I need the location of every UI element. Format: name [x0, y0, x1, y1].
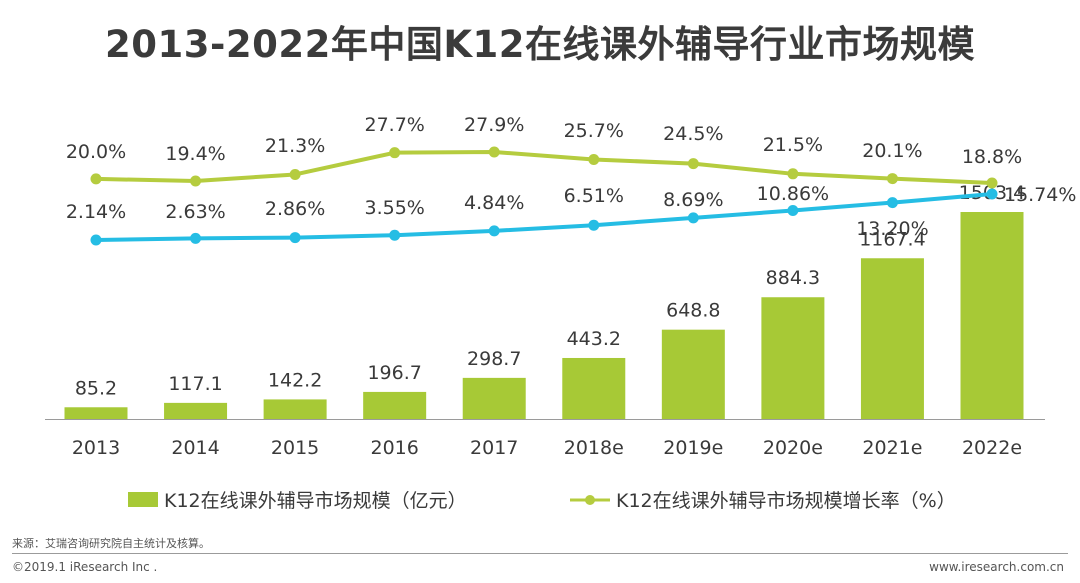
x-tick-2017: 2017	[470, 437, 518, 459]
penetration-rate-label-2019e: 8.69%	[663, 189, 723, 211]
bar-2013	[64, 407, 128, 419]
penetration-rate-point-2016	[389, 229, 401, 241]
penetration-rate-label-2013: 2.14%	[66, 201, 126, 223]
source-note: 来源：艾瑞咨询研究院自主统计及核算。	[12, 537, 210, 550]
growth-rate-point-2017	[488, 146, 500, 158]
chart-canvas: 85.2 117.1 142.2 196.7 298.7 443.2 648.8 884.3 1…	[45, 114, 1076, 512]
growth-rate-label-2021e: 20.1%	[862, 140, 922, 162]
penetration-rate-label-2014: 2.63%	[165, 201, 225, 223]
penetration-rate-label-2018e: 6.51%	[564, 185, 624, 207]
bar-label-2013: 85.2	[75, 377, 117, 399]
penetration-rate-label-2022e: 15.74%	[1004, 184, 1076, 206]
bar-series: 85.2 117.1 142.2 196.7 298.7 443.2 648.8 884.3 1…	[64, 182, 1025, 419]
x-tick-2015: 2015	[271, 437, 319, 459]
bar-label-2014: 117.1	[168, 373, 222, 395]
x-tick-2020e: 2020e	[763, 437, 823, 459]
line-series: 20.0% 19.4% 21.3% 27.7% 27.9% 25.7% 24.5% 21.5%…	[66, 114, 1076, 246]
bar-label-2021e: 1167.4	[859, 228, 925, 250]
growth-rate-label-2016: 27.7%	[364, 114, 424, 136]
growth-rate-label-2018e: 25.7%	[564, 120, 624, 142]
penetration-rate-label-2016: 3.55%	[364, 197, 424, 219]
growth-rate-point-2021e	[886, 173, 898, 185]
growth-rate-point-2016	[389, 147, 401, 159]
growth-rate-label-2019e: 24.5%	[663, 123, 723, 145]
growth-rate-point-2019e	[687, 158, 699, 170]
penetration-rate-point-2019e	[687, 212, 699, 224]
penetration-rate-point-2022e	[986, 188, 998, 200]
bar-label-2018e: 443.2	[567, 328, 621, 350]
website: www.iresearch.com.cn	[929, 560, 1064, 574]
legend-line-marker	[585, 495, 595, 505]
bar-label-2019e: 648.8	[666, 300, 720, 322]
penetration-rate-label-2021e: 13.20%	[856, 218, 928, 240]
x-tick-2013: 2013	[72, 437, 120, 459]
legend-bar-label: K12在线课外辅导市场规模（亿元）	[164, 490, 467, 512]
growth-rate-line	[95, 150, 993, 185]
growth-rate-point-2018e	[588, 153, 600, 165]
footer-divider	[12, 553, 1068, 554]
penetration-rate-label-2017: 4.84%	[464, 192, 524, 214]
x-tick-2016: 2016	[370, 437, 418, 459]
bar-2015	[263, 399, 327, 419]
growth-rate-point-2014	[190, 175, 202, 187]
penetration-rate-point-2015	[289, 232, 301, 244]
chart-title: 2013-2022年中国K12在线课外辅导行业市场规模	[105, 23, 975, 66]
penetration-rate-line	[95, 192, 993, 242]
x-tick-2021e: 2021e	[862, 437, 922, 459]
legend: K12在线课外辅导市场规模（亿元） K12在线课外辅导市场规模增长率（%）	[128, 490, 956, 512]
growth-rate-point-2013	[90, 173, 102, 185]
growth-rate-point-2022e	[986, 177, 998, 189]
bar-2018e	[562, 357, 626, 419]
x-axis: 2013 2014 2015 2016 2017 2018e 2019e 2020e 2021e…	[45, 419, 1045, 459]
growth-rate-label-2020e: 21.5%	[763, 134, 823, 156]
x-tick-2019e: 2019e	[663, 437, 723, 459]
penetration-rate-point-2018e	[588, 219, 600, 231]
penetration-rate-point-2021e	[886, 197, 898, 209]
growth-rate-label-2015: 21.3%	[265, 135, 325, 157]
bar-2020e	[761, 297, 825, 419]
growth-rate-label-2022e: 18.8%	[962, 146, 1022, 168]
bar-2016	[363, 391, 427, 419]
penetration-rate-point-2017	[488, 225, 500, 237]
bar-2014	[164, 402, 228, 419]
penetration-rate-label-2020e: 10.86%	[757, 183, 829, 205]
penetration-rate-point-2013	[90, 234, 102, 246]
penetration-rate-label-2015: 2.86%	[265, 198, 325, 220]
x-tick-2018e: 2018e	[564, 437, 624, 459]
bar-2022e	[960, 212, 1024, 419]
x-tick-2022e: 2022e	[962, 437, 1022, 459]
bar-2017	[462, 377, 526, 419]
legend-line-label: K12在线课外辅导市场规模增长率（%）	[616, 490, 956, 512]
bar-label-2017: 298.7	[467, 348, 521, 370]
growth-rate-label-2013: 20.0%	[66, 141, 126, 163]
growth-rate-label-2017: 27.9%	[464, 114, 524, 136]
bar-label-2016: 196.7	[367, 362, 421, 384]
penetration-rate-point-2014	[190, 232, 202, 244]
legend-bar-swatch	[128, 492, 158, 507]
copyright: ©2019.1 iResearch Inc .	[12, 560, 158, 574]
growth-rate-point-2015	[289, 168, 301, 180]
growth-rate-point-2020e	[787, 168, 799, 180]
penetration-rate-point-2020e	[787, 205, 799, 217]
growth-rate-label-2014: 19.4%	[165, 143, 225, 165]
bar-label-2020e: 884.3	[766, 267, 820, 289]
bar-label-2015: 142.2	[268, 369, 322, 391]
bar-2021e	[860, 258, 924, 419]
x-tick-2014: 2014	[171, 437, 219, 459]
bar-2019e	[661, 329, 725, 419]
